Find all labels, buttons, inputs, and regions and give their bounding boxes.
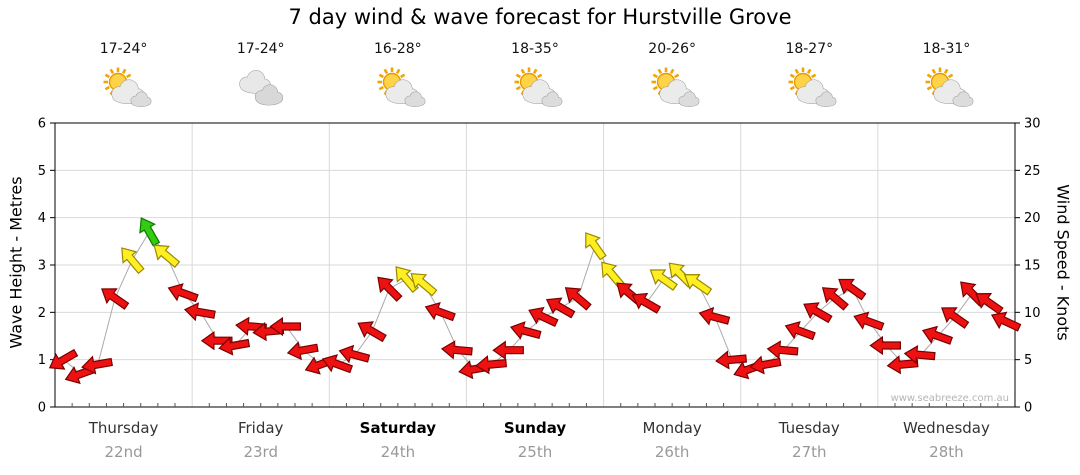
wind-arrow — [784, 321, 816, 341]
wind-arrow — [167, 283, 199, 303]
svg-text:15: 15 — [1024, 259, 1041, 274]
sun-cloud-icon — [781, 66, 837, 112]
wind-arrow — [601, 261, 625, 289]
sun-cloud-icon — [507, 66, 563, 112]
day-date: 25th — [518, 443, 552, 461]
sun-cloud-icon — [370, 66, 426, 112]
wind-arrow — [377, 276, 403, 302]
svg-text:25: 25 — [1024, 164, 1041, 179]
wind-arrow — [424, 302, 456, 322]
temperature-range: 18-35° — [511, 41, 559, 57]
wind-arrow — [838, 278, 867, 301]
day-name: Friday — [238, 419, 284, 437]
svg-text:0: 0 — [1024, 401, 1032, 416]
wind-arrow — [869, 335, 902, 356]
wind-arrow — [286, 341, 319, 361]
wind-arrow — [475, 355, 508, 375]
wind-arrow — [803, 302, 833, 324]
day-date: 22nd — [105, 443, 143, 461]
wind-arrow — [338, 344, 371, 364]
svg-text:5: 5 — [38, 164, 46, 179]
wind-speed-line — [63, 230, 1007, 375]
temperature-range: 17-24° — [99, 41, 148, 57]
svg-text:20: 20 — [1024, 211, 1041, 226]
watermark: www.seabreeze.com.au — [891, 393, 1009, 404]
wind-arrow — [321, 354, 354, 374]
day-name: Thursday — [88, 419, 159, 437]
svg-text:10: 10 — [1024, 306, 1041, 321]
wind-arrow — [821, 287, 849, 311]
gridlines — [55, 123, 1015, 407]
temperature-range: 18-31° — [922, 41, 971, 57]
wind-arrow — [200, 331, 233, 351]
day-name: Tuesday — [778, 419, 840, 437]
day-name: Monday — [643, 419, 702, 437]
wind-arrow — [121, 247, 145, 275]
chart-title: 7 day wind & wave forecast for Hurstvill… — [288, 5, 792, 29]
wind-arrow — [683, 274, 713, 296]
wind-arrow — [183, 302, 216, 322]
day-name: Wednesday — [903, 419, 990, 437]
day-name: Saturday — [360, 419, 437, 437]
temperature-range: 20-26° — [648, 41, 696, 57]
wind-arrow — [218, 336, 251, 356]
wind-arrow — [101, 288, 130, 310]
clouds-icon — [233, 66, 289, 112]
wind-arrow — [749, 355, 782, 375]
wind-arrow — [585, 232, 607, 261]
day-date: 24th — [381, 443, 415, 461]
svg-text:30: 30 — [1024, 117, 1041, 132]
wind-arrow — [975, 293, 1004, 315]
wind-arrow — [440, 340, 473, 360]
day-labels: Thursday 22nd Friday 23rd Saturday 24th Sunday… — [88, 419, 990, 461]
wind-arrow — [139, 217, 161, 247]
svg-text:5: 5 — [1024, 353, 1032, 368]
wind-arrow — [853, 311, 885, 331]
sun-cloud-icon — [96, 66, 152, 112]
day-date: 28th — [929, 443, 963, 461]
wind-arrow — [649, 269, 678, 291]
day-date: 27th — [792, 443, 826, 461]
wind-arrow — [153, 244, 181, 269]
wind-arrow — [766, 340, 799, 360]
wind-arrow — [921, 325, 954, 345]
wind-arrow — [545, 297, 576, 319]
wind-arrow — [903, 344, 936, 365]
wind-arrow — [715, 350, 748, 370]
svg-text:1: 1 — [38, 353, 46, 368]
wind-arrow — [492, 340, 524, 360]
svg-text:3: 3 — [38, 259, 46, 274]
temperature-range: 18-27° — [785, 41, 834, 57]
temperature-range: 17-24° — [236, 41, 285, 57]
wind-arrow — [410, 272, 438, 297]
temperature-range: 16-28° — [374, 41, 422, 57]
day-name: Sunday — [504, 419, 567, 437]
wind-arrow — [990, 311, 1022, 332]
day-date: 26th — [655, 443, 689, 461]
wind-arrow — [631, 292, 662, 314]
sun-cloud-icon — [918, 66, 974, 112]
tick-labels: 0 1 2 3 4 5 6 0 5 10 15 20 25 30 — [38, 117, 1041, 416]
wind-arrow — [941, 307, 970, 329]
wind-arrow — [357, 321, 387, 343]
wind-arrow — [528, 306, 559, 327]
day-date: 23rd — [243, 443, 278, 461]
wind-arrow — [698, 306, 731, 326]
svg-text:0: 0 — [38, 401, 46, 416]
wind-arrow — [81, 355, 113, 375]
svg-text:2: 2 — [38, 306, 46, 321]
wind-arrow — [509, 321, 542, 340]
svg-text:6: 6 — [38, 117, 46, 132]
wind-arrows — [48, 217, 1022, 385]
wind-arrow — [48, 348, 79, 370]
wind-arrow — [269, 316, 301, 337]
svg-text:4: 4 — [38, 211, 46, 226]
axis-ticks — [50, 122, 1020, 408]
sun-cloud-icon — [644, 66, 700, 112]
wind-arrow — [564, 287, 592, 311]
